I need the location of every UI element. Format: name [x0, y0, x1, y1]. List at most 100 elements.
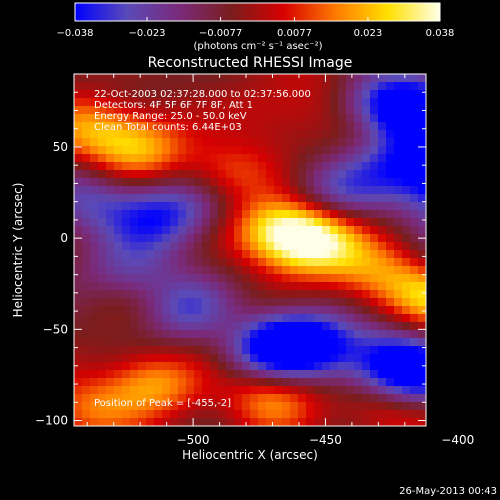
heatmap-cell [74, 306, 83, 315]
heatmap-cell [346, 130, 355, 139]
heatmap-cell [170, 82, 179, 91]
heatmap-cell [210, 258, 219, 267]
heatmap-cell [306, 298, 315, 307]
heatmap-cell [410, 122, 419, 131]
heatmap-cell [82, 154, 91, 163]
heatmap-cell [130, 218, 139, 227]
heatmap-cell [346, 410, 355, 419]
heatmap-cell [178, 82, 187, 91]
heatmap-cell [90, 402, 99, 411]
heatmap-cell [154, 258, 163, 267]
heatmap-cell [370, 322, 379, 331]
heatmap-cell [298, 226, 307, 235]
heatmap-cell [186, 274, 195, 283]
heatmap-cell [330, 170, 339, 179]
heatmap-cell [330, 162, 339, 171]
x-axis-label: Heliocentric X (arcsec) [182, 448, 318, 462]
heatmap-cell [74, 402, 83, 411]
heatmap-cell [154, 410, 163, 419]
heatmap-cell [114, 314, 123, 323]
heatmap-cell [418, 314, 426, 323]
heatmap-cell [266, 306, 275, 315]
heatmap-cell [290, 282, 299, 291]
heatmap-cell [98, 82, 107, 91]
heatmap-cell [290, 402, 299, 411]
heatmap-cell [122, 226, 131, 235]
heatmap-cell [338, 314, 347, 323]
heatmap-cell [402, 250, 411, 259]
heatmap-cell [130, 146, 139, 155]
heatmap-cell [386, 330, 395, 339]
heatmap-cell [146, 322, 155, 331]
heatmap-cell [402, 170, 411, 179]
heatmap-cell [298, 330, 307, 339]
heatmap-cell [378, 314, 387, 323]
heatmap-cell [298, 98, 307, 107]
heatmap-cell [306, 282, 315, 291]
heatmap-cell [282, 210, 291, 219]
heatmap-cell [122, 218, 131, 227]
heatmap-cell [130, 202, 139, 211]
heatmap-cell [138, 194, 147, 203]
heatmap-cell [226, 250, 235, 259]
heatmap-cell [330, 290, 339, 299]
heatmap-cell [258, 202, 267, 211]
heatmap-cell [98, 282, 107, 291]
heatmap-cell [266, 170, 275, 179]
heatmap-cell [138, 130, 147, 139]
heatmap-cell [226, 106, 235, 115]
heatmap-cell [74, 194, 83, 203]
heatmap-cell [378, 242, 387, 251]
heatmap-cell [386, 338, 395, 347]
heatmap-cell [322, 226, 331, 235]
heatmap-cell [106, 234, 115, 243]
heatmap-cell [394, 226, 403, 235]
heatmap-cell [122, 186, 131, 195]
heatmap-cell [218, 274, 227, 283]
heatmap-cell [130, 386, 139, 395]
heatmap-cell [282, 338, 291, 347]
heatmap-cell [194, 386, 203, 395]
heatmap-cell [410, 178, 419, 187]
heatmap-cell [402, 98, 411, 107]
heatmap-cell [98, 106, 107, 115]
heatmap-cell [202, 314, 211, 323]
heatmap-cell [122, 82, 131, 91]
heatmap-cell [218, 266, 227, 275]
heatmap-cell [306, 242, 315, 251]
heatmap-cell [170, 370, 179, 379]
heatmap-cell [74, 226, 83, 235]
heatmap-cell [218, 162, 227, 171]
heatmap-cell [386, 130, 395, 139]
heatmap-cell [106, 106, 115, 115]
heatmap-cell [306, 394, 315, 403]
heatmap-cell [266, 82, 275, 91]
heatmap-cell [274, 306, 283, 315]
heatmap-cell [210, 298, 219, 307]
heatmap-cell [290, 138, 299, 147]
heatmap-cell [250, 138, 259, 147]
heatmap-cell [378, 218, 387, 227]
heatmap-cell [242, 114, 251, 123]
heatmap-cell [298, 338, 307, 347]
heatmap-cell [370, 106, 379, 115]
heatmap-cell [266, 298, 275, 307]
heatmap-cell [410, 362, 419, 371]
heatmap-cell [322, 90, 331, 99]
heatmap-cell [122, 298, 131, 307]
heatmap-cell [370, 178, 379, 187]
heatmap-cell [90, 330, 99, 339]
heatmap-cell [186, 418, 195, 426]
heatmap-cell [74, 106, 83, 115]
heatmap-cell [314, 370, 323, 379]
heatmap-cell [186, 202, 195, 211]
heatmap-cell [122, 346, 131, 355]
heatmap-cell [74, 250, 83, 259]
heatmap-cell [178, 402, 187, 411]
heatmap-cell [122, 402, 131, 411]
heatmap-cell [250, 226, 259, 235]
heatmap-cell [98, 114, 107, 123]
heatmap-cell [290, 242, 299, 251]
heatmap-cell [186, 122, 195, 131]
heatmap-cell [186, 234, 195, 243]
